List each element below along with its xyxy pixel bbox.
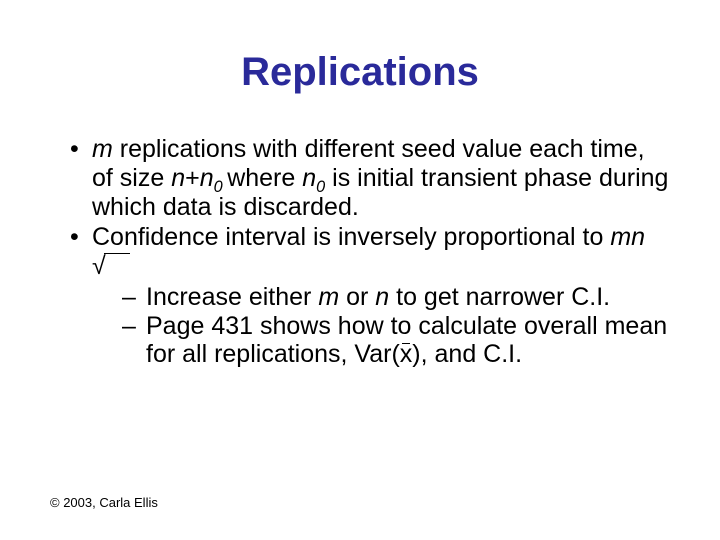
var-mn: mn	[610, 223, 645, 251]
sub-bullet-list: Increase either m or n to get narrower C…	[92, 283, 670, 369]
var-n: n	[171, 164, 185, 192]
var-n0-n-2: n	[302, 164, 316, 192]
xbar-icon: x	[400, 340, 413, 369]
sqrt-icon: √	[92, 252, 130, 281]
text: or	[339, 283, 375, 311]
text: ), and C.I.	[412, 340, 522, 368]
var-n: n	[375, 283, 389, 311]
sub-bullet-1: Increase either m or n to get narrower C…	[122, 283, 670, 312]
bullet-1: m replications with different seed value…	[70, 135, 670, 221]
bullet-list: m replications with different seed value…	[50, 135, 670, 369]
footer-copyright: © 2003, Carla Ellis	[50, 495, 158, 510]
slide-title: Replications	[50, 50, 670, 95]
text: to get narrower C.I.	[389, 283, 610, 311]
slide: Replications m replications with differe…	[0, 0, 720, 540]
text: +	[185, 164, 200, 192]
var-n0-n: n	[200, 164, 214, 192]
sub-bullet-2: Page 431 shows how to calculate overall …	[122, 312, 670, 370]
text: Confidence interval is inversely proport…	[92, 223, 610, 251]
var-m: m	[318, 283, 339, 311]
text: Increase either	[146, 283, 318, 311]
text: where	[227, 164, 302, 192]
bullet-2: Confidence interval is inversely proport…	[70, 223, 670, 369]
var-m: m	[92, 135, 113, 163]
